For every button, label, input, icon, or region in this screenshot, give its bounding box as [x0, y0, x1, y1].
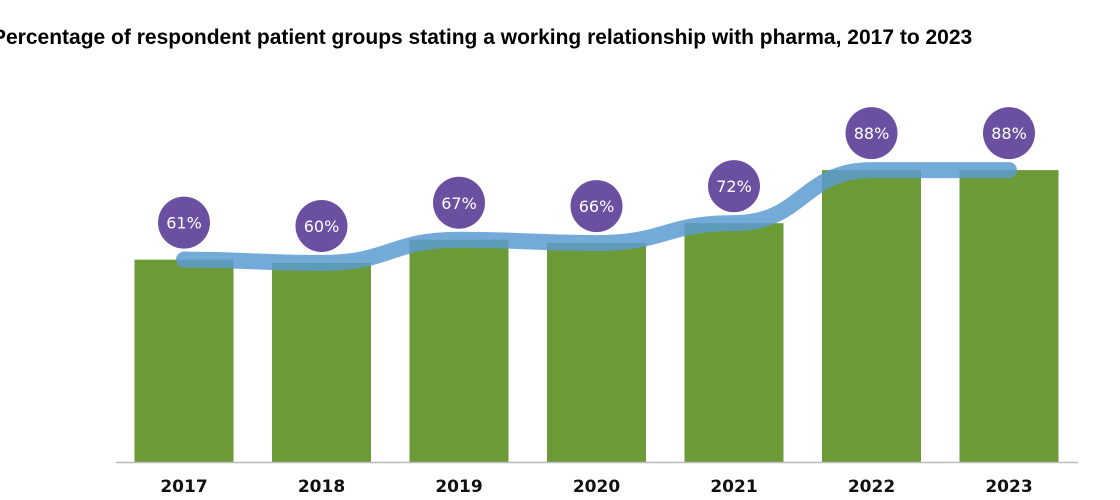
- x-tick-label-2022: 2022: [848, 477, 895, 497]
- data-label-text: 60%: [304, 217, 340, 236]
- data-label-text: 66%: [579, 197, 615, 216]
- data-label-text: 72%: [716, 177, 752, 196]
- x-tick-label-2018: 2018: [298, 477, 345, 497]
- x-tick-label-2019: 2019: [435, 477, 482, 497]
- data-label-bubble-2017: 61%: [158, 196, 210, 249]
- data-label-circle: [570, 180, 623, 233]
- trend-line-group: [176, 162, 1017, 271]
- x-tick-label-2020: 2020: [573, 477, 620, 497]
- chart-title: Percentage of respondent patient groups …: [0, 26, 973, 49]
- bar-2019: [409, 239, 509, 462]
- bar-2023: [959, 170, 1059, 462]
- bar-2017: [134, 259, 234, 462]
- data-label-bubble-2023: 88%: [983, 107, 1035, 160]
- data-labels-group: 61% 60% 67% 66% 72% 88% 88%: [158, 107, 1035, 252]
- bars-group: [134, 170, 1059, 462]
- x-tick-label-2021: 2021: [710, 477, 757, 497]
- x-tick-labels-group: 2017 2018 2019 2020 2021 2022 2023: [160, 477, 1032, 497]
- data-label-bubble-2020: 66%: [570, 180, 623, 233]
- trend-line: [176, 162, 1017, 271]
- data-label-text: 67%: [441, 194, 477, 213]
- data-label-text: 61%: [166, 214, 202, 233]
- data-label-circle: [295, 199, 348, 252]
- x-tick-label-2023: 2023: [985, 477, 1032, 497]
- data-label-circle: [433, 176, 485, 229]
- bar-2018: [272, 262, 371, 462]
- x-tick-label-2017: 2017: [160, 477, 207, 497]
- data-label-circle: [983, 107, 1035, 160]
- data-label-circle: [845, 107, 898, 160]
- bar-2021: [684, 223, 784, 462]
- bar-2022: [822, 170, 921, 462]
- data-label-bubble-2021: 72%: [708, 160, 760, 213]
- data-label-circle: [158, 196, 210, 249]
- data-label-bubble-2022: 88%: [845, 107, 898, 160]
- data-label-bubble-2018: 60%: [295, 199, 348, 252]
- data-label-circle: [708, 160, 760, 213]
- data-label-text: 88%: [991, 124, 1027, 143]
- bar-2020: [547, 243, 646, 462]
- data-label-text: 88%: [854, 124, 890, 143]
- data-label-bubble-2019: 67%: [433, 176, 485, 229]
